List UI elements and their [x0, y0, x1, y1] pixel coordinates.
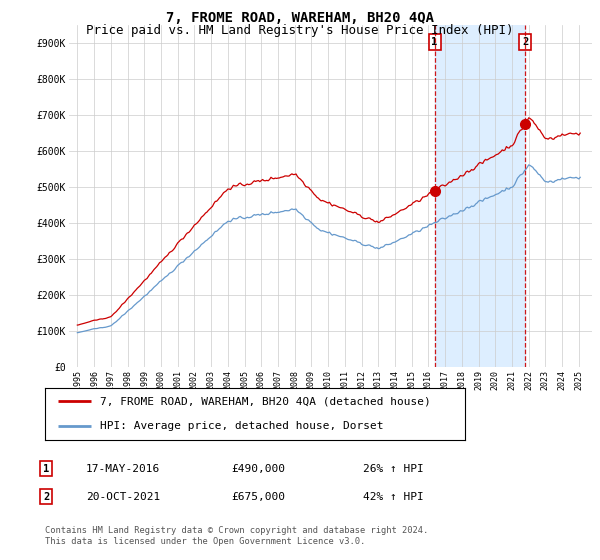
Text: Price paid vs. HM Land Registry's House Price Index (HPI): Price paid vs. HM Land Registry's House …: [86, 24, 514, 36]
Text: 1: 1: [431, 37, 437, 47]
Text: 20-OCT-2021: 20-OCT-2021: [86, 492, 160, 502]
Text: 42% ↑ HPI: 42% ↑ HPI: [363, 492, 424, 502]
Text: 26% ↑ HPI: 26% ↑ HPI: [363, 464, 424, 474]
Text: £675,000: £675,000: [231, 492, 285, 502]
Text: 2: 2: [43, 492, 49, 502]
Text: 7, FROME ROAD, WAREHAM, BH20 4QA (detached house): 7, FROME ROAD, WAREHAM, BH20 4QA (detach…: [100, 396, 430, 407]
Text: £490,000: £490,000: [231, 464, 285, 474]
Text: 17-MAY-2016: 17-MAY-2016: [86, 464, 160, 474]
Text: 7, FROME ROAD, WAREHAM, BH20 4QA: 7, FROME ROAD, WAREHAM, BH20 4QA: [166, 11, 434, 25]
Bar: [434, 25, 525, 367]
Text: HPI: Average price, detached house, Dorset: HPI: Average price, detached house, Dors…: [100, 421, 383, 431]
Text: 1: 1: [43, 464, 49, 474]
Text: 2: 2: [522, 37, 528, 47]
Text: Contains HM Land Registry data © Crown copyright and database right 2024.
This d: Contains HM Land Registry data © Crown c…: [45, 526, 428, 546]
